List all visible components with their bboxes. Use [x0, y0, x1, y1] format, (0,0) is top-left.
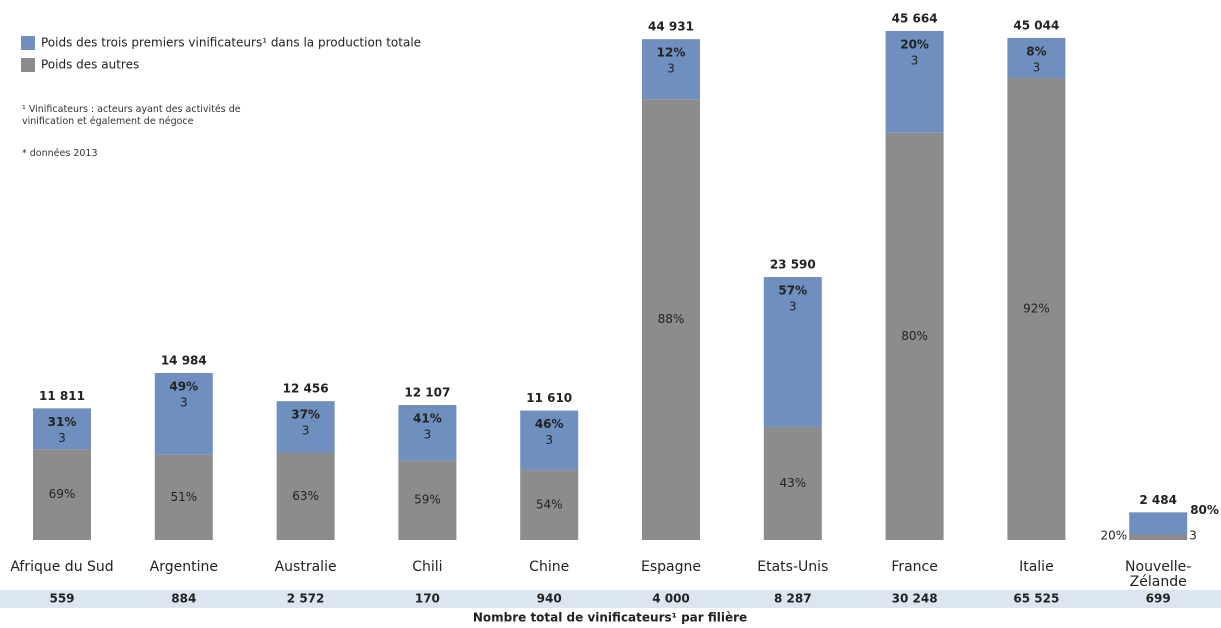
bar-segment	[398, 460, 457, 540]
bar-segment	[763, 277, 822, 427]
value-label: 31%	[48, 415, 77, 429]
total-label: 44 931	[648, 20, 694, 34]
total-label: 2 484	[1139, 493, 1177, 507]
value-label: 41%	[413, 412, 442, 426]
legend-swatch	[21, 36, 35, 50]
count-label: 3	[180, 395, 188, 409]
total-label: 12 456	[283, 382, 329, 396]
bar-segment	[1129, 512, 1188, 535]
x-tick-label: Chine	[529, 559, 570, 575]
bar-segment	[1129, 534, 1188, 540]
total-label: 45 044	[1013, 18, 1059, 32]
bar-segment	[642, 39, 700, 100]
x-tick-label: Italie	[1019, 559, 1054, 575]
table-value: 65 525	[1013, 592, 1059, 606]
count-label: 3	[58, 431, 66, 445]
total-label: 11 610	[526, 391, 572, 405]
table-value: 30 248	[892, 592, 938, 606]
total-label: 45 664	[892, 12, 938, 26]
x-tick-label: Espagne	[641, 559, 701, 575]
table-value: 4 000	[652, 592, 690, 606]
value-label: 46%	[535, 417, 564, 431]
bar-segment	[276, 401, 335, 453]
bar-segment	[1007, 37, 1066, 79]
table-value: 170	[415, 592, 440, 606]
value-label: 37%	[291, 408, 320, 422]
value-label: 57%	[778, 284, 807, 298]
count-label: 3	[789, 300, 797, 314]
total-label: 12 107	[404, 386, 450, 400]
value-label: 49%	[169, 379, 198, 393]
legend-swatch	[21, 58, 35, 72]
value-label: 20%	[1101, 529, 1128, 543]
table-value: 699	[1146, 592, 1171, 606]
bar-segment	[33, 408, 91, 450]
bar-segment	[33, 449, 91, 540]
table-value: 940	[537, 592, 562, 606]
bar-segment	[520, 470, 579, 540]
legend-label: Poids des trois premiers vinificateurs¹ …	[41, 36, 421, 50]
value-label: 8%	[1026, 44, 1046, 58]
bar-segment	[885, 132, 944, 541]
x-tick-label: Nouvelle-Zélande	[1125, 559, 1192, 590]
total-label: 23 590	[770, 258, 816, 272]
bar-segment	[885, 31, 944, 133]
footnote: ¹ Vinificateurs : acteurs ayant des acti…	[22, 104, 241, 127]
count-label: 3	[911, 54, 919, 68]
table-value: 8 287	[774, 592, 812, 606]
bar-segment	[154, 372, 213, 455]
count-label: 3	[1189, 529, 1197, 543]
table-value: 884	[171, 592, 196, 606]
bar-segment	[398, 405, 457, 461]
value-label: 54%	[536, 498, 563, 512]
count-label: 3	[424, 428, 432, 442]
x-tick-label: Etats-Unis	[757, 559, 829, 575]
count-label: 3	[1033, 60, 1041, 74]
value-label: 80%	[1190, 503, 1219, 517]
x-tick-label: Argentine	[149, 559, 218, 575]
value-label: 63%	[292, 489, 319, 503]
value-label: 92%	[1023, 302, 1050, 316]
bar-segment	[154, 454, 213, 540]
value-label: 20%	[900, 38, 929, 52]
bar-segment	[276, 452, 335, 540]
value-label: 59%	[414, 493, 441, 507]
bar-segment	[520, 410, 579, 471]
value-label: 69%	[49, 487, 76, 501]
x-tick-label: Chili	[412, 559, 443, 575]
legend-label: Poids des autres	[41, 58, 139, 72]
value-label: 51%	[170, 490, 197, 504]
value-label: 88%	[658, 312, 685, 326]
total-label: 11 811	[39, 389, 85, 403]
total-label: 14 984	[161, 353, 207, 367]
table-value: 559	[49, 592, 74, 606]
table-title: Nombre total de vinificateurs¹ par filiè…	[473, 611, 747, 625]
bar-segment	[1007, 78, 1066, 541]
table-value: 2 572	[287, 592, 325, 606]
value-label: 43%	[779, 476, 806, 490]
value-label: 80%	[901, 329, 928, 343]
value-label: 12%	[657, 46, 686, 60]
bar-segment	[763, 426, 822, 540]
count-label: 3	[667, 62, 675, 76]
x-tick-label: France	[891, 559, 938, 575]
x-tick-label: Australie	[274, 559, 337, 575]
bar-segment	[642, 99, 700, 541]
count-label: 3	[545, 433, 553, 447]
table-band	[0, 590, 1221, 608]
x-tick-label: Afrique du Sud	[10, 559, 114, 575]
count-label: 3	[302, 424, 310, 438]
footnote: * données 2013	[22, 148, 98, 159]
